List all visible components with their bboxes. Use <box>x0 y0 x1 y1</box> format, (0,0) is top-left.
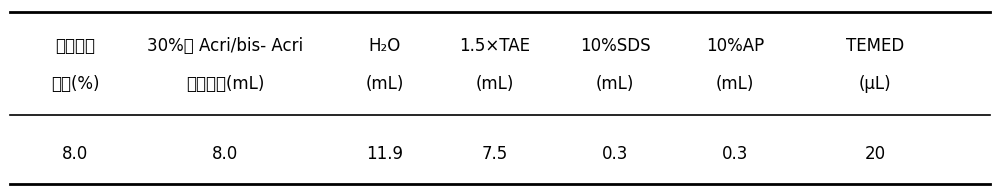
Text: (mL): (mL) <box>716 75 754 94</box>
Text: 0.3: 0.3 <box>602 145 628 163</box>
Text: 0.3: 0.3 <box>722 145 748 163</box>
Text: 8.0: 8.0 <box>62 145 88 163</box>
Text: 11.9: 11.9 <box>366 145 404 163</box>
Text: 30%的 Acri/bis- Acri: 30%的 Acri/bis- Acri <box>147 37 303 55</box>
Text: 1.5×TAE: 1.5×TAE <box>460 37 530 55</box>
Text: 20: 20 <box>864 145 886 163</box>
Text: TEMED: TEMED <box>846 37 904 55</box>
Text: 8.0: 8.0 <box>212 145 238 163</box>
Text: (mL): (mL) <box>476 75 514 94</box>
Text: 凝胶(%): 凝胶(%) <box>51 75 99 94</box>
Text: (mL): (mL) <box>596 75 634 94</box>
Text: 10%AP: 10%AP <box>706 37 764 55</box>
Text: 丙烯酰胺: 丙烯酰胺 <box>55 37 95 55</box>
Text: 7.5: 7.5 <box>482 145 508 163</box>
Text: (mL): (mL) <box>366 75 404 94</box>
Text: H₂O: H₂O <box>369 37 401 55</box>
Text: 凝胶贮液(mL): 凝胶贮液(mL) <box>186 75 264 94</box>
Text: 10%SDS: 10%SDS <box>580 37 650 55</box>
Text: (μL): (μL) <box>859 75 891 94</box>
